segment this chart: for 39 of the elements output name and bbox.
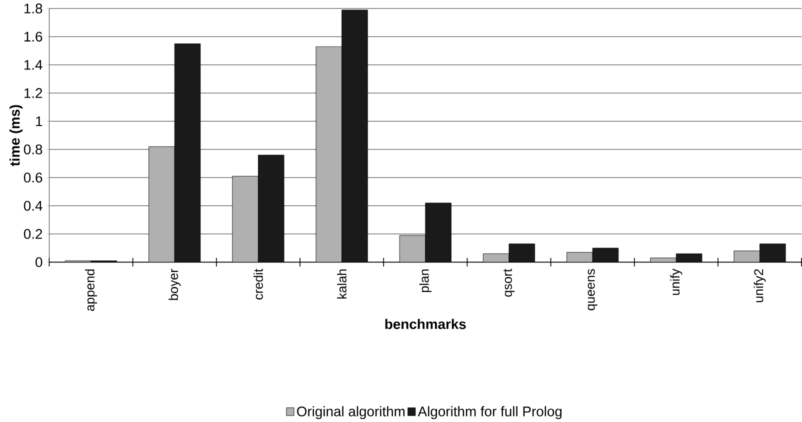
x-tick-label: queens <box>588 269 598 310</box>
y-axis-title: time (ms) <box>10 105 22 166</box>
y-tick-label: 1 <box>36 116 42 126</box>
y-tick-label: 0.2 <box>24 228 42 239</box>
y-tick-label: 1.4 <box>24 60 42 70</box>
y-tick-label: 0.4 <box>24 200 42 211</box>
bar <box>232 176 258 262</box>
bar <box>760 244 786 262</box>
x-tick-label: append <box>85 269 98 311</box>
x-tick-label: qsort <box>504 268 514 297</box>
bar <box>342 10 368 262</box>
bar <box>508 244 536 262</box>
bar <box>734 250 760 262</box>
y-tick-label: 0.8 <box>24 144 42 154</box>
y-tick-label: 1.2 <box>24 88 42 98</box>
y-tick-label: 0.6 <box>24 172 42 182</box>
y-tick-label: 1.8 <box>24 3 42 14</box>
bar <box>483 254 509 262</box>
x-tick-label: credit <box>254 268 263 300</box>
bar <box>676 254 702 262</box>
legend-label: Original algorithm <box>297 406 405 420</box>
y-tick-label: 0 <box>36 257 42 268</box>
y-tick-label: 1.6 <box>24 32 42 42</box>
bar <box>650 258 676 262</box>
legend-label: Algorithm for full Prolog <box>418 406 562 420</box>
bar <box>148 146 175 262</box>
x-tick-label: unify2 <box>754 269 766 302</box>
x-tick-label: boyer <box>168 268 181 300</box>
bar <box>592 248 619 262</box>
bar <box>174 43 201 262</box>
x-tick-label: kalah <box>337 269 347 298</box>
x-tick-label: plan <box>419 269 432 292</box>
x-axis-title: benchmarks <box>385 318 466 330</box>
bar <box>399 235 426 262</box>
bar <box>316 46 342 262</box>
bar <box>425 202 452 262</box>
bar <box>258 154 284 262</box>
bar <box>566 252 593 262</box>
x-tick-label: unify <box>670 268 682 295</box>
